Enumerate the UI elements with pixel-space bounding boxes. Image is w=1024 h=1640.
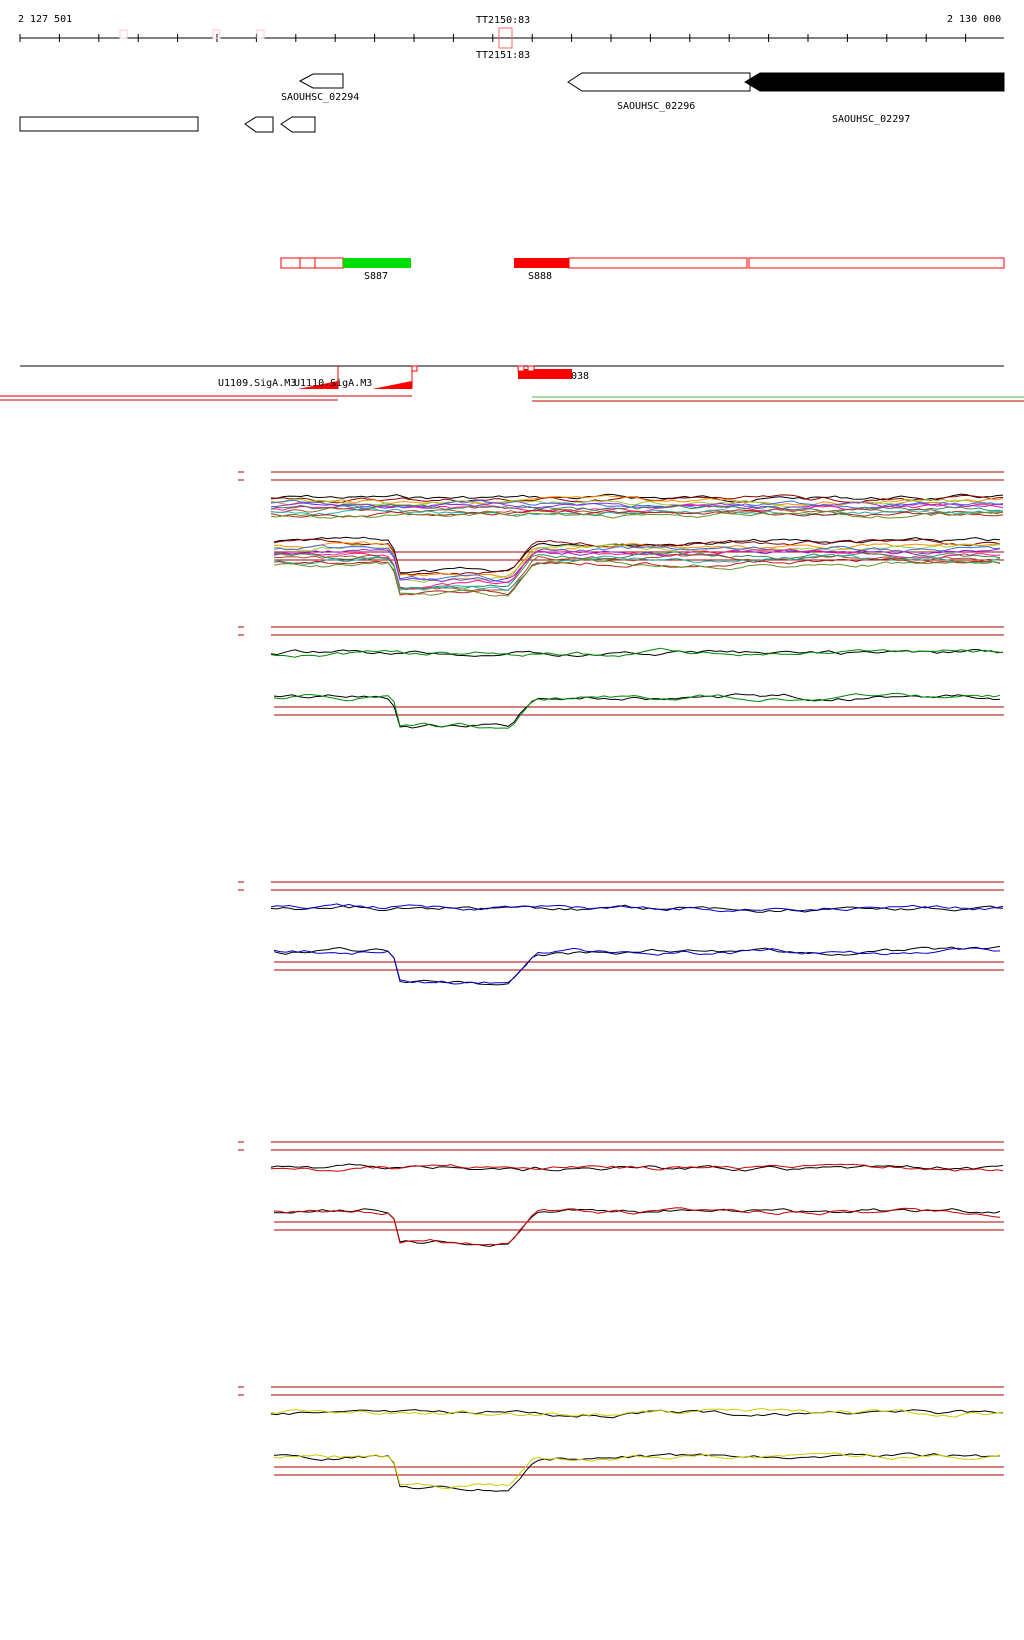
ruler-end-label: 2 130 000 — [947, 14, 1001, 25]
segment-s887[interactable] — [343, 258, 411, 268]
gene-box[interactable] — [19, 116, 199, 132]
profile-panel-blue-conditions — [238, 881, 1004, 986]
promoter-label: U1110.SigA.M3 — [294, 378, 372, 389]
promoter-marker[interactable] — [372, 381, 412, 389]
gene-label: SAOUHSC_02294 — [281, 92, 359, 103]
gene-arrow-saouhsc-02294[interactable] — [298, 73, 344, 89]
profile-panel-green-conditions — [238, 626, 1004, 729]
segment-s888[interactable] — [514, 258, 569, 268]
promoter-track: U1109.SigA.M3 U1110.SigA.M3 038 — [0, 365, 1024, 402]
ruler-ticks — [19, 34, 967, 42]
promoter-label: U1109.SigA.M3 — [218, 378, 296, 389]
terminator-marker[interactable] — [498, 27, 513, 49]
gene-label: SAOUHSC_02296 — [617, 101, 695, 112]
gene-arrow-saouhsc-02296[interactable] — [567, 72, 751, 92]
ruler-start-label: 2 127 501 — [18, 14, 72, 25]
gene-arrow-saouhsc-02297[interactable] — [744, 72, 1005, 92]
profile-panel-yellow-conditions — [238, 1386, 1004, 1492]
segment-track: S887 S888 — [280, 257, 1005, 282]
profile-panel-all-conditions — [238, 471, 1004, 597]
gene-track: SAOUHSC_02294 SAOUHSC_02296 SAOUHSC_0229… — [19, 72, 1005, 133]
segment-label: S888 — [528, 271, 552, 282]
gene-arrow-small[interactable] — [244, 116, 274, 133]
promoter-marker[interactable] — [298, 381, 338, 389]
gene-label: SAOUHSC_02297 — [832, 114, 910, 125]
promoter-right-label: 038 — [571, 371, 589, 382]
terminator-label-bottom: TT2151:83 — [476, 50, 530, 61]
genomic-ruler: 2 127 501 2 130 000 TT2150:83 TT2151:83 — [18, 14, 1004, 61]
promoter-block-right[interactable] — [518, 369, 572, 379]
segment-label: S887 — [364, 271, 388, 282]
gene-arrow-small[interactable] — [280, 116, 316, 133]
expression-profiles — [238, 471, 1004, 1492]
profile-panel-red-conditions — [238, 1141, 1004, 1247]
terminator-label-top: TT2150:83 — [476, 15, 530, 26]
